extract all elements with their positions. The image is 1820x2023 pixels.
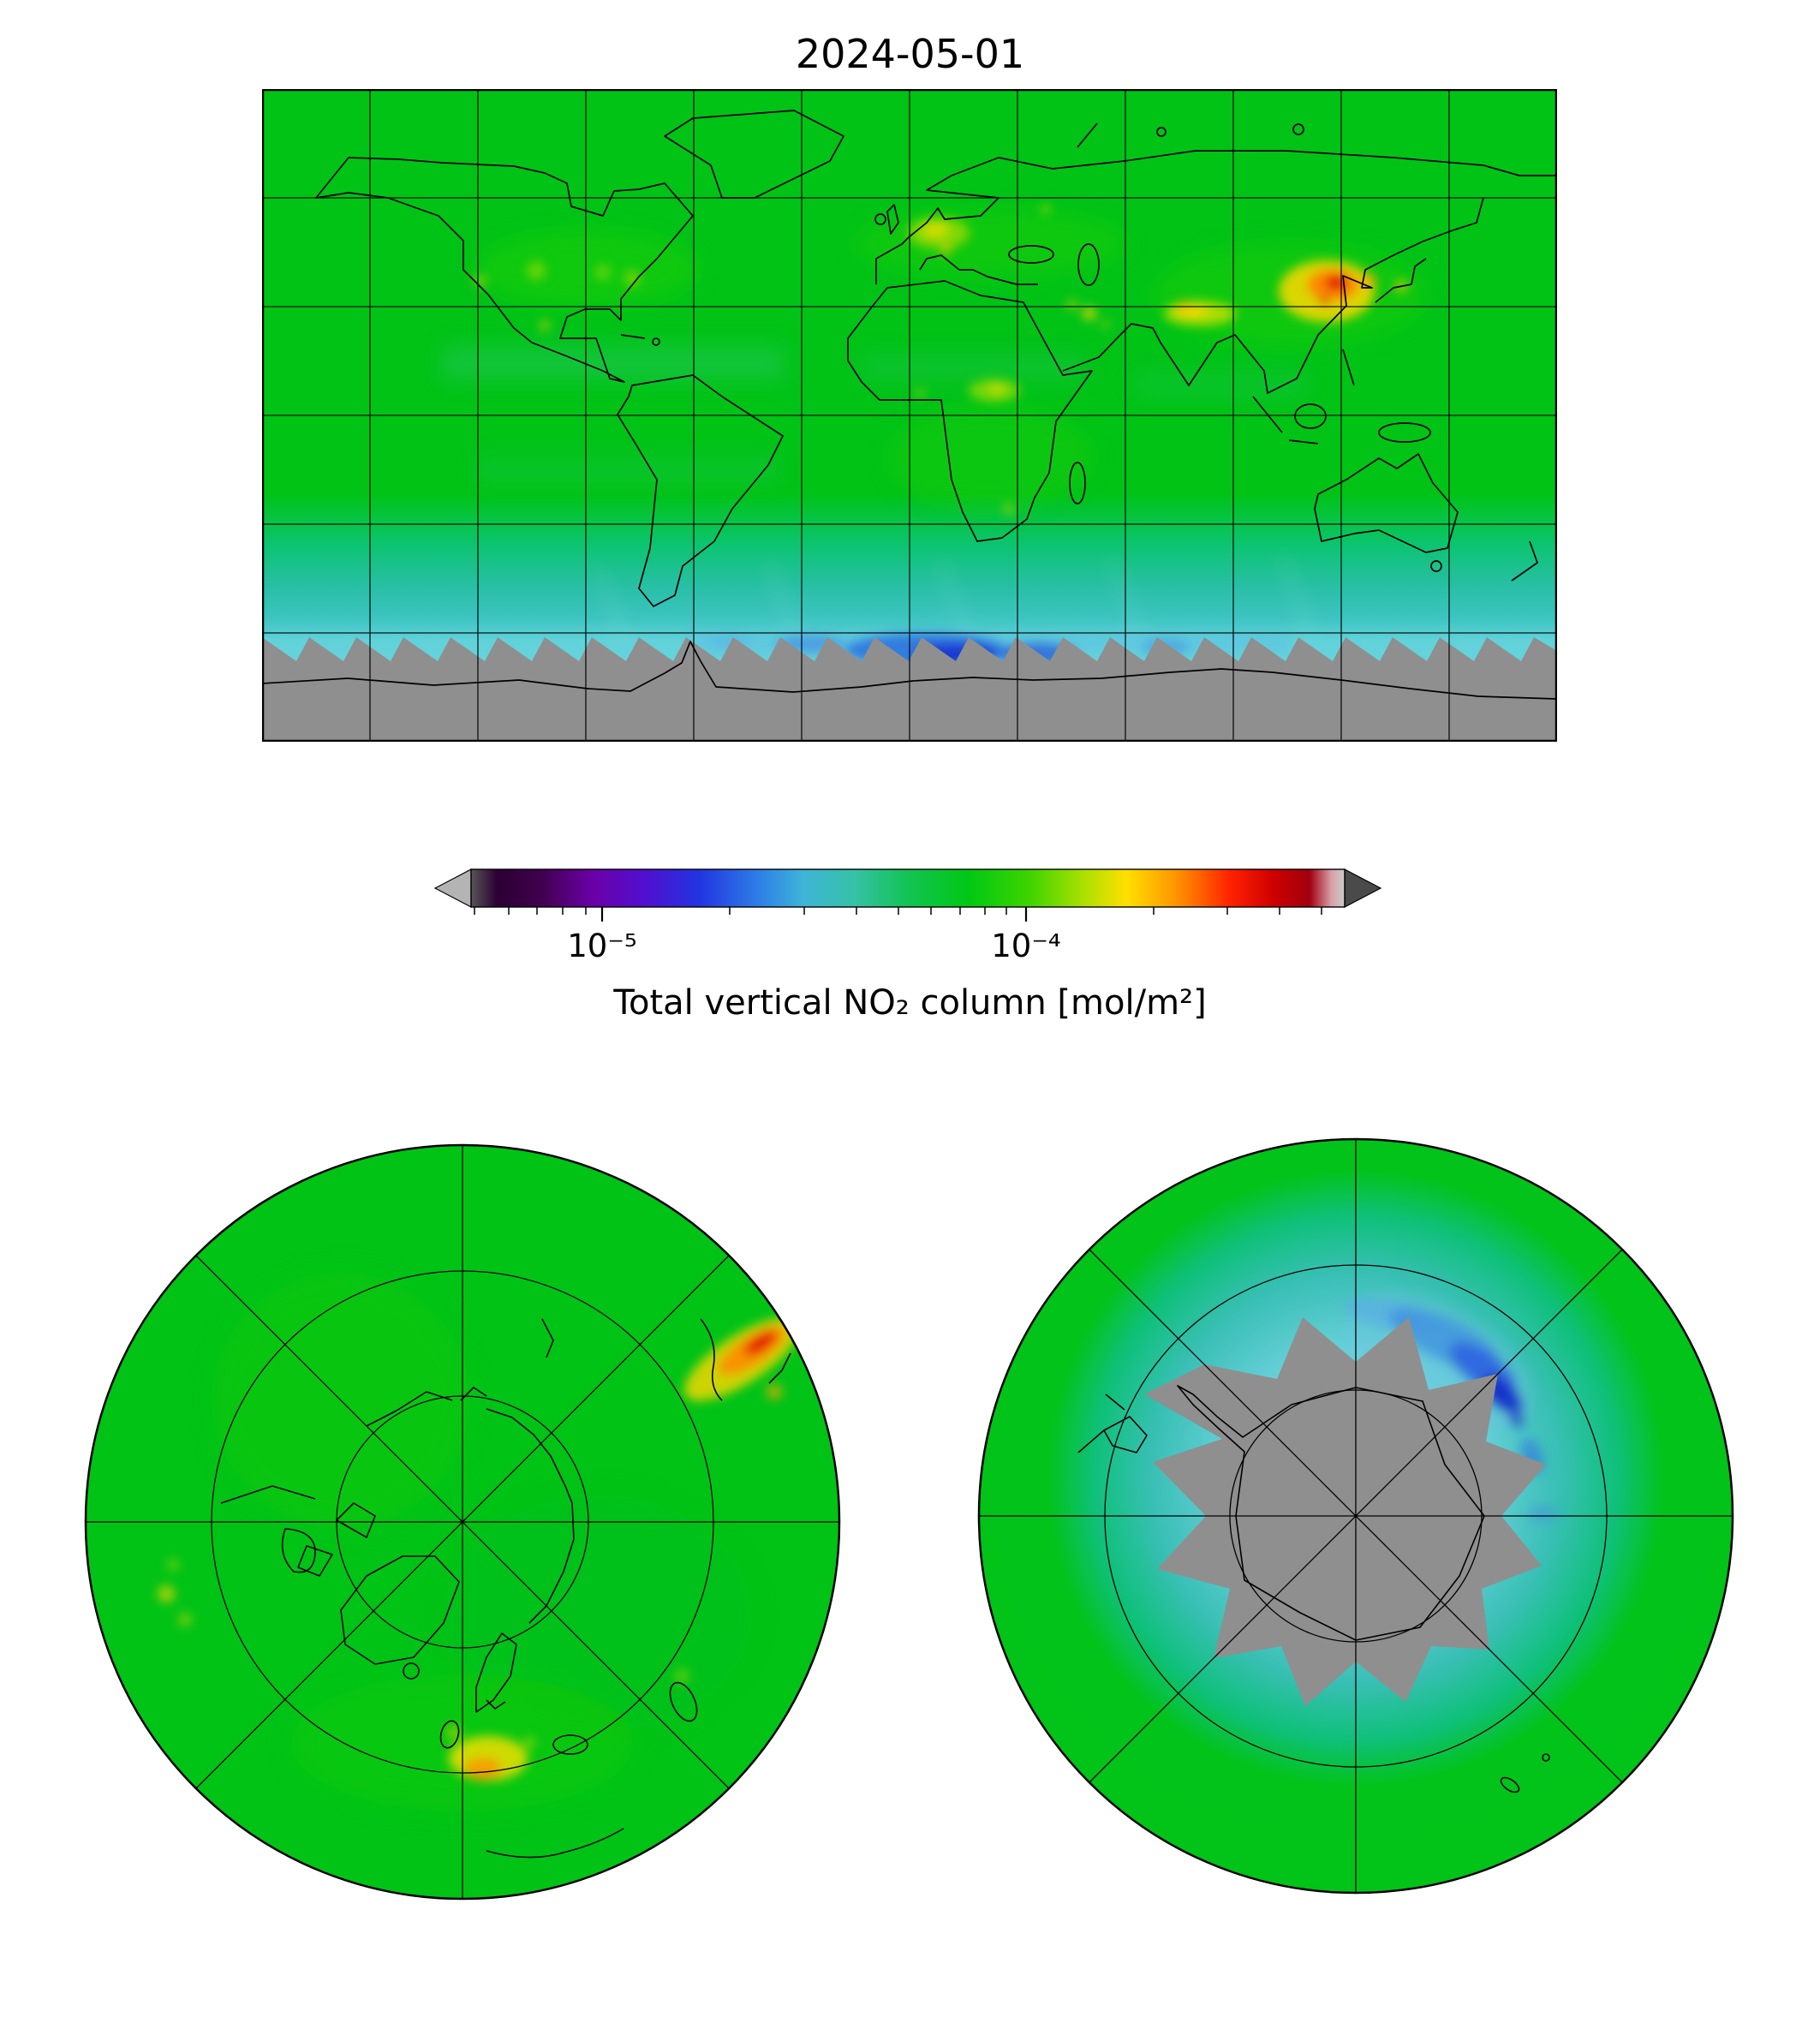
graticule [263, 90, 1556, 741]
hotspot-us-polar [158, 1585, 175, 1602]
figure-title: 2024-05-01 [795, 31, 1025, 77]
north-map-border [84, 1143, 841, 1901]
north-polar-panel [84, 1143, 841, 1901]
north-graticule [86, 1145, 839, 1899]
hotspot-us-east [527, 261, 546, 280]
colorbar-gradient [470, 868, 1346, 908]
colorbar-tick-label-1e-5: 10⁻⁵ [567, 928, 636, 964]
colorbar: 10⁻⁵ 10⁻⁴ [433, 868, 1382, 964]
south-graticule [979, 1139, 1733, 1893]
coastlines [263, 110, 1556, 700]
colorbar-under-arrow [433, 868, 472, 908]
colorbar-label: Total vertical NO₂ column [mol/m²] [613, 983, 1207, 1023]
global-map-panel [262, 89, 1557, 742]
colorbar-tick-label-1e-4: 10⁻⁴ [991, 928, 1060, 964]
colorbar-over-arrow [1344, 868, 1382, 908]
south-map-border [977, 1137, 1734, 1895]
south-polar-panel [977, 1137, 1734, 1895]
antarctica-coastline [1177, 1385, 1485, 1641]
south-no-data-region [1144, 1317, 1546, 1706]
south-coastlines [1077, 1385, 1550, 1793]
map-border [262, 89, 1557, 742]
hotspot-middle-east [1083, 307, 1096, 320]
hotspot-south-africa [1004, 504, 1014, 514]
colorbar-ticks [474, 907, 1322, 922]
